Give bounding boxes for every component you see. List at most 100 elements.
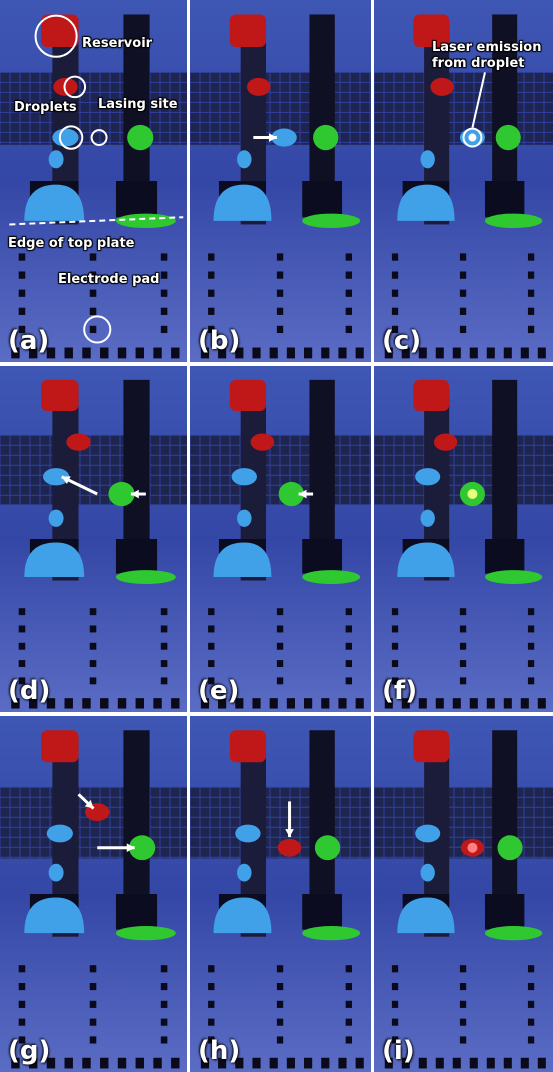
electrode-pad (527, 965, 535, 973)
blue-droplet (235, 824, 261, 843)
electrode-pad (276, 608, 284, 616)
electrode-pad (391, 325, 399, 334)
blue-droplet (231, 468, 257, 486)
reservoir (229, 730, 267, 763)
electrode-pad (82, 698, 91, 709)
scene-image (0, 366, 187, 712)
electrode-pad (82, 347, 91, 359)
electrode-pad (503, 1057, 512, 1069)
electrode-pad (418, 1057, 427, 1069)
electrode-pad (345, 289, 352, 297)
blue-droplet-small (237, 863, 252, 882)
droplet-marker (58, 125, 84, 150)
electrode-pad (321, 1057, 330, 1069)
blue-reservoir (24, 542, 85, 578)
reservoir (413, 379, 450, 411)
reservoir-marker (34, 14, 78, 58)
electrode-pad (345, 1000, 352, 1008)
electrode-pad (208, 307, 215, 315)
electrode-pad (28, 698, 38, 709)
electrode-pad (218, 698, 227, 709)
panel-label: (f) (382, 676, 418, 706)
electrode-pad (321, 347, 330, 359)
green-pool (115, 926, 176, 941)
electrode-pad (200, 698, 210, 709)
electrode-pad (304, 1057, 313, 1069)
electrode-pad (527, 660, 535, 668)
green-pool (302, 926, 361, 941)
background (190, 716, 371, 1072)
electrode-pad (459, 325, 467, 334)
electrode-pad (11, 347, 20, 359)
pad-right (484, 539, 525, 574)
green-droplet (497, 835, 523, 861)
electrode-pad (28, 1057, 38, 1069)
electrode-pad (171, 347, 180, 359)
green-pool (302, 213, 361, 229)
electrode-pad (18, 289, 26, 297)
pad-right (115, 539, 158, 574)
laser-spot (467, 489, 478, 500)
blue-droplet-small (420, 863, 435, 882)
blue-reservoir (24, 184, 85, 221)
electrode-pad (208, 660, 215, 668)
electrode-pad (345, 1036, 352, 1044)
electrode-pad (345, 677, 352, 685)
electrode-pad (486, 347, 495, 359)
electrode-pad (418, 347, 427, 359)
electrode-pad (469, 698, 478, 709)
electrode-pad (537, 698, 546, 709)
scene-image (374, 366, 553, 712)
electrode-pad (345, 625, 352, 633)
electrode-pad (286, 347, 295, 359)
electrode-pad (391, 307, 399, 315)
electrode-pad (527, 608, 535, 616)
panel-label: (g) (8, 1036, 51, 1066)
electrode-pad (208, 1018, 215, 1026)
electrode-pad (89, 1036, 97, 1044)
pad-right (484, 181, 525, 218)
electrode-pad (391, 965, 399, 973)
reservoir (413, 730, 450, 763)
electrode-pad (459, 677, 467, 685)
electrode-pad (304, 698, 313, 709)
blue-droplet (43, 468, 70, 486)
electrode-pad (252, 347, 261, 359)
electrode-pad (89, 642, 97, 650)
electrode-pad (89, 625, 97, 633)
electrode-pad (345, 642, 352, 650)
electrode-pad (286, 698, 295, 709)
pad-right (302, 894, 343, 930)
electrode-pad (486, 1057, 495, 1069)
electrode-pad (469, 347, 478, 359)
electrode-pad (459, 271, 467, 279)
electrode-pad (276, 271, 284, 279)
panel-b: (b) (190, 0, 371, 362)
electrode-pad (200, 347, 210, 359)
electrode-pad (208, 983, 215, 991)
electrode-pad (269, 347, 278, 359)
blue-reservoir (213, 897, 272, 934)
panel-f: (f) (374, 366, 553, 712)
electrode-pad (269, 1057, 278, 1069)
electrode-pad (208, 625, 215, 633)
electrode-pad (208, 271, 215, 279)
electrode-pad (89, 271, 97, 279)
arrow-head (298, 489, 307, 499)
electrode-pad (171, 698, 180, 709)
blue-droplet (271, 128, 297, 147)
droplets-label: Droplets (14, 100, 77, 115)
panel-label: (d) (8, 676, 51, 706)
red-droplet (433, 433, 458, 451)
panel-label: (i) (382, 1036, 415, 1066)
electrode-pad (276, 983, 284, 991)
electrode-pad (459, 1000, 467, 1008)
green-pool (484, 570, 543, 584)
electrode-pad (459, 289, 467, 297)
electrode-pad (160, 307, 168, 315)
blue-droplet-small (420, 150, 435, 169)
electrode-pad (527, 289, 535, 297)
panel-label: (a) (8, 326, 50, 356)
electrode-pad (89, 965, 97, 973)
electrode-pad (384, 1057, 393, 1069)
